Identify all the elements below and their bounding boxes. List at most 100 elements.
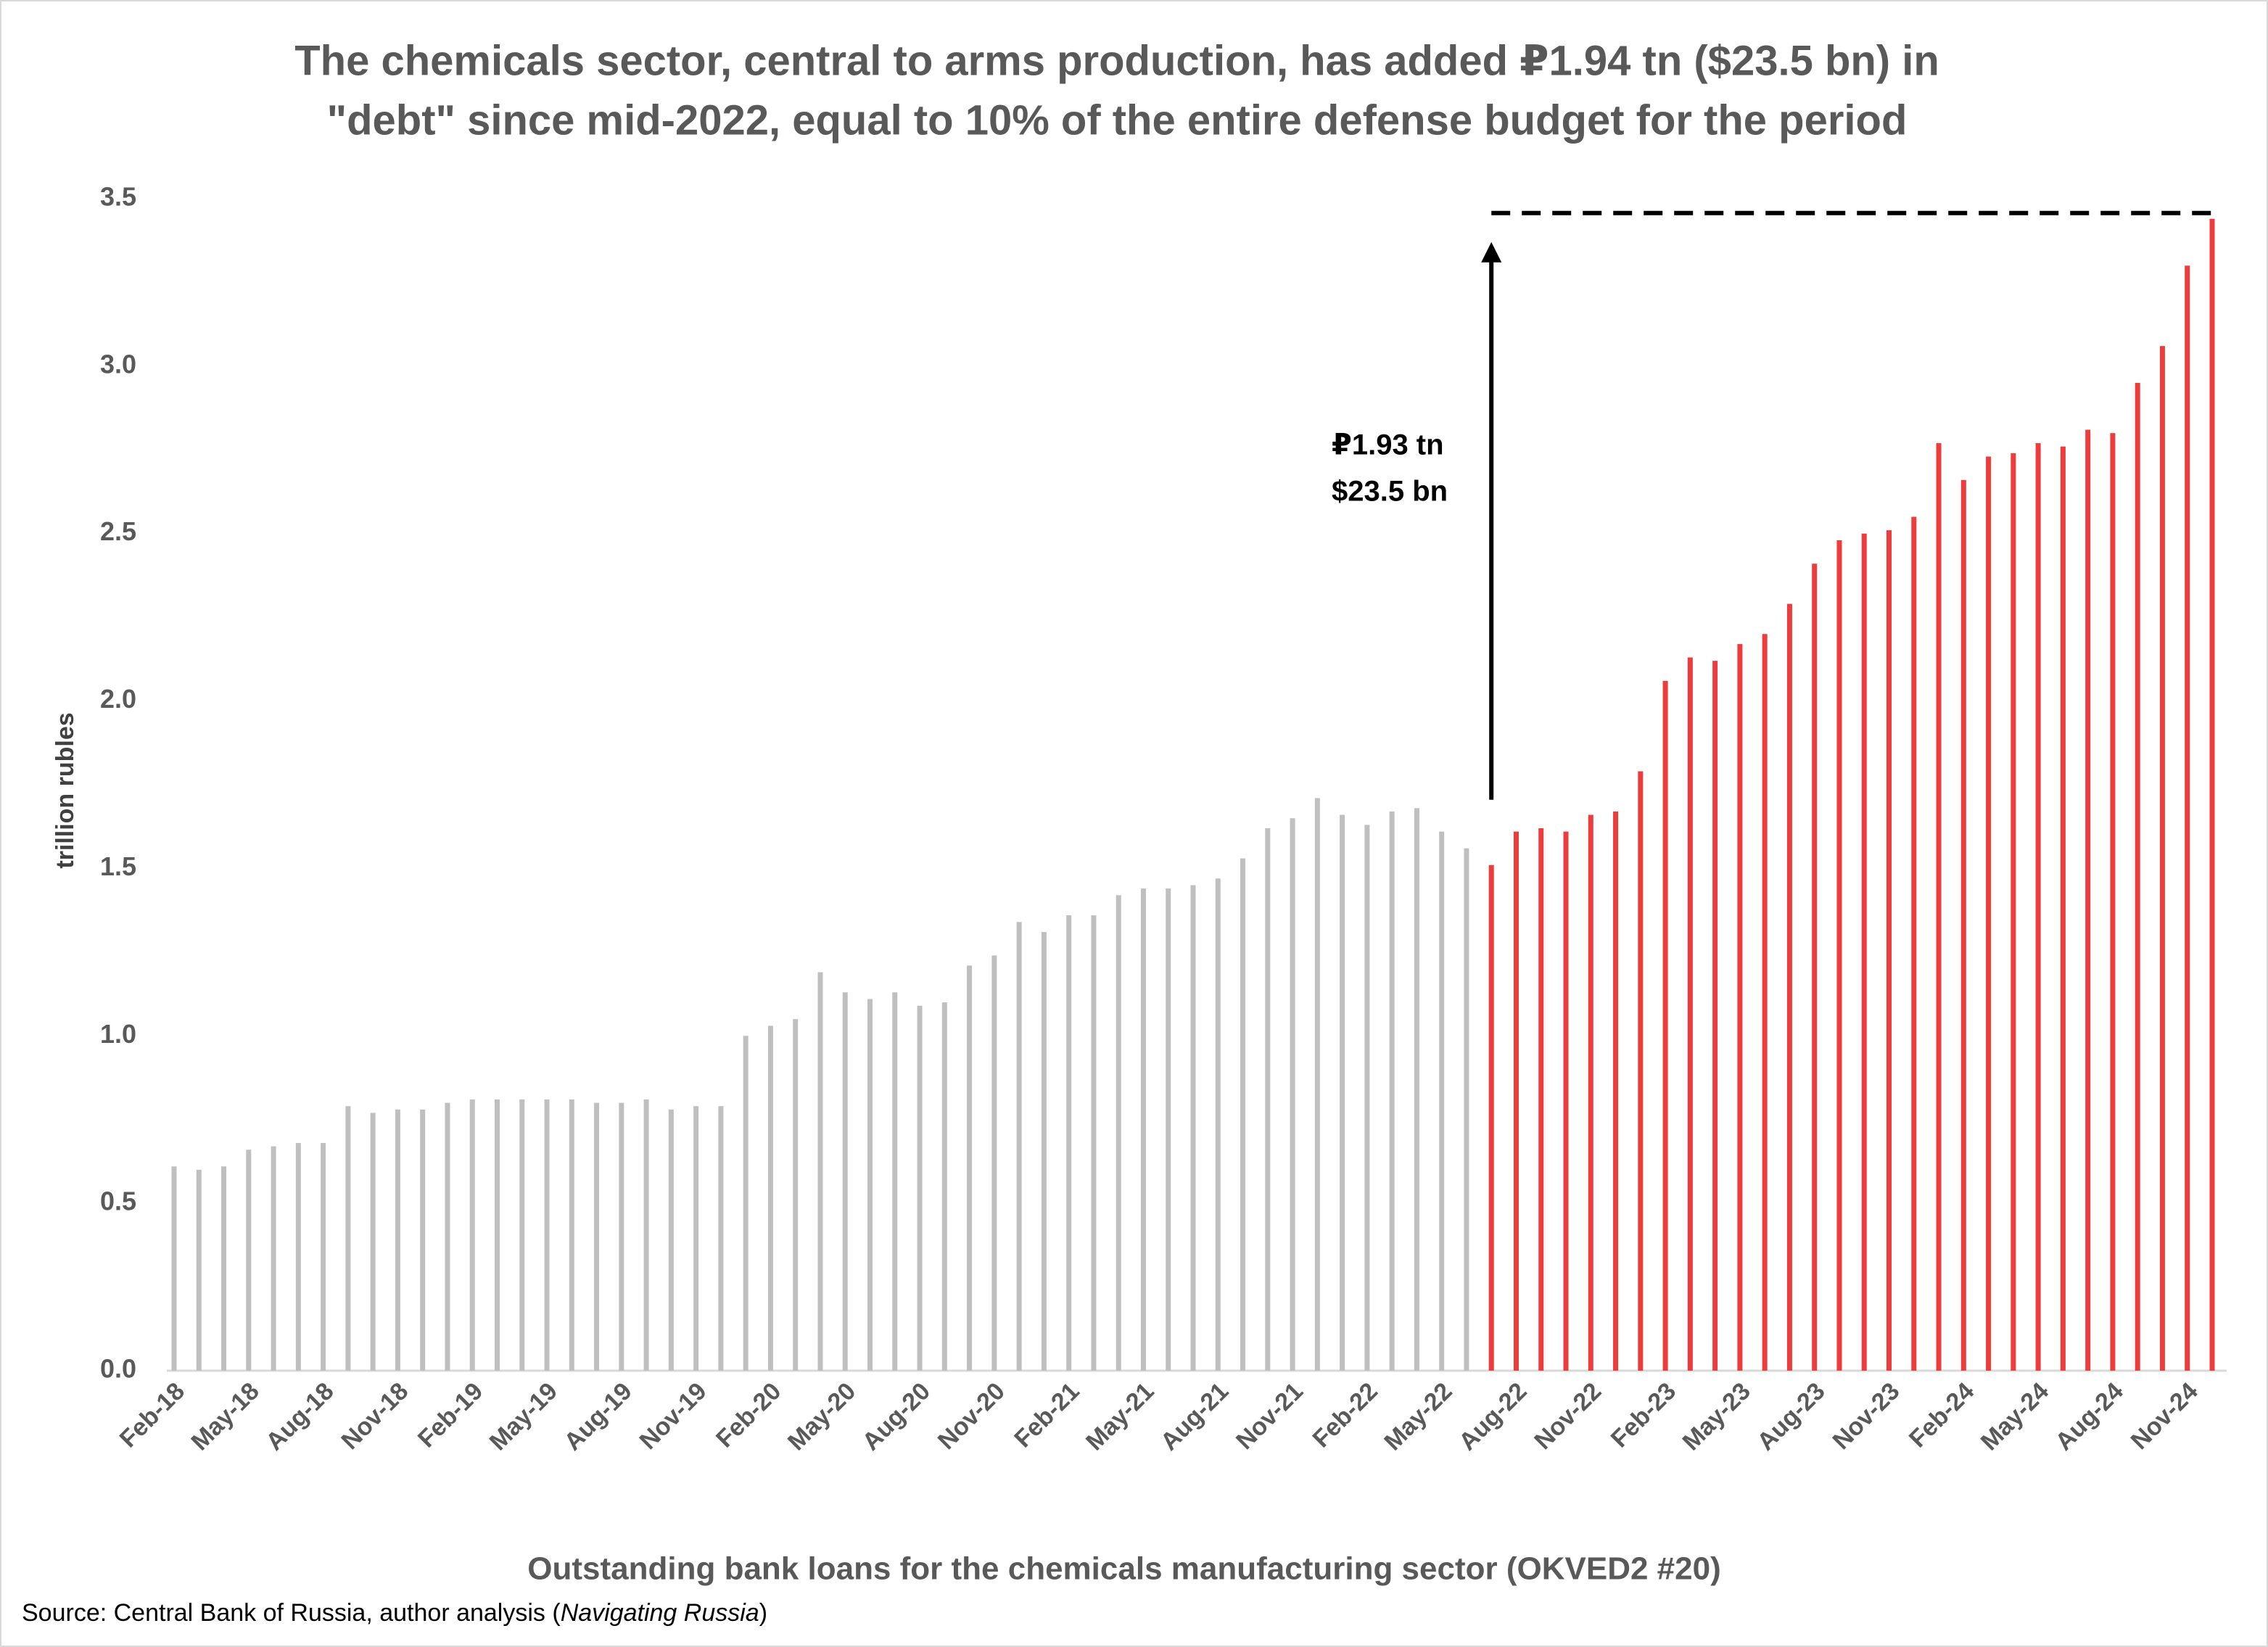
bar: [892, 992, 898, 1371]
bar: [643, 1099, 649, 1371]
bar: [1712, 661, 1718, 1371]
bar: [1613, 811, 1619, 1371]
y-tick-label: 0.5: [100, 1186, 136, 1216]
bar: [967, 965, 973, 1371]
bar: [469, 1099, 475, 1371]
bar: [1812, 564, 1818, 1371]
bar: [171, 1166, 177, 1371]
chart-title: The chemicals sector, central to arms pr…: [294, 37, 1939, 84]
bar: [743, 1036, 749, 1371]
bar: [767, 1025, 773, 1371]
bar: [395, 1109, 400, 1371]
bar: [1166, 888, 1171, 1371]
bar: [1215, 878, 1221, 1371]
bar: [295, 1143, 301, 1371]
bar: [1762, 634, 1768, 1371]
bar: [619, 1102, 624, 1371]
x-axis-title: Outstanding bank loans for the chemicals…: [527, 1551, 1720, 1587]
bar: [1861, 533, 1867, 1371]
y-tick-label: 2.5: [100, 516, 136, 546]
bar: [941, 1002, 947, 1371]
y-tick-label: 2.0: [100, 684, 136, 714]
bar: [1911, 516, 1917, 1371]
source-text: Source: Central Bank of Russia, author a…: [22, 1599, 561, 1627]
bar: [221, 1166, 227, 1371]
bar: [991, 955, 997, 1371]
bar: [569, 1099, 574, 1371]
bar: [420, 1109, 426, 1371]
bar: [519, 1099, 525, 1371]
y-tick-label: 0.0: [100, 1354, 136, 1384]
bar: [1314, 798, 1320, 1371]
bar: [196, 1169, 202, 1371]
arrow-head: [1481, 242, 1502, 263]
bar: [1240, 858, 1246, 1371]
bar: [1538, 828, 1544, 1371]
bar: [1041, 932, 1047, 1371]
bar: [544, 1099, 550, 1371]
bar: [321, 1143, 326, 1371]
bar: [867, 999, 873, 1371]
bar: [1265, 828, 1271, 1371]
bar: [917, 1005, 923, 1371]
bar: [1414, 808, 1419, 1371]
bar: [718, 1106, 724, 1371]
bar: [1737, 644, 1743, 1371]
bar: [1364, 825, 1370, 1371]
bar: [668, 1109, 674, 1371]
bar: [1513, 831, 1519, 1371]
source-text: Navigating Russia: [561, 1599, 759, 1627]
bar: [1340, 814, 1345, 1371]
bar: [1290, 818, 1295, 1371]
bar: [1389, 811, 1395, 1371]
bar: [2035, 443, 2041, 1371]
bar: [1464, 848, 1469, 1371]
bar: [693, 1106, 699, 1371]
bar: [2185, 265, 2190, 1371]
bar: [1066, 915, 1072, 1371]
bar: [1687, 657, 1693, 1371]
bar: [1488, 864, 1494, 1371]
bar: [271, 1146, 276, 1371]
bar: [1116, 895, 1121, 1371]
bar: [345, 1106, 351, 1371]
y-tick-label: 1.5: [100, 851, 136, 881]
bar: [1638, 771, 1644, 1371]
bar: [1960, 479, 1966, 1371]
bar: [594, 1102, 600, 1371]
bar: [494, 1099, 500, 1371]
source-text: ): [759, 1599, 767, 1627]
bar: [1140, 888, 1146, 1371]
bar: [1986, 456, 1992, 1371]
bar: [445, 1102, 450, 1371]
bar: [1016, 922, 1022, 1371]
bar: [817, 972, 823, 1371]
bar: [1190, 885, 1196, 1371]
annotation: ₽1.93 tn: [1332, 429, 1444, 461]
chart-title: "debt" since mid-2022, equal to 10% of t…: [327, 96, 1908, 144]
annotation: $23.5 bn: [1332, 476, 1448, 508]
bar: [370, 1113, 376, 1371]
bar: [793, 1019, 799, 1371]
bar: [1886, 530, 1892, 1371]
bar: [1588, 814, 1593, 1371]
bar: [246, 1149, 252, 1371]
source: Source: Central Bank of Russia, author a…: [22, 1599, 767, 1627]
y-tick-label: 3.5: [100, 182, 136, 212]
bar: [842, 992, 848, 1371]
bar: [2209, 218, 2215, 1371]
bar: [1662, 680, 1668, 1371]
bar: [1786, 603, 1792, 1371]
y-tick-label: 3.0: [100, 349, 136, 379]
bar: [2110, 433, 2116, 1371]
bar: [2159, 346, 2165, 1371]
bar: [2135, 382, 2140, 1371]
y-tick-label: 1.0: [100, 1019, 136, 1049]
bar: [1936, 443, 1942, 1371]
y-axis-label: trillion rubles: [51, 712, 79, 868]
bar: [1091, 915, 1097, 1371]
bar: [1563, 831, 1569, 1371]
bar: [2085, 429, 2091, 1371]
